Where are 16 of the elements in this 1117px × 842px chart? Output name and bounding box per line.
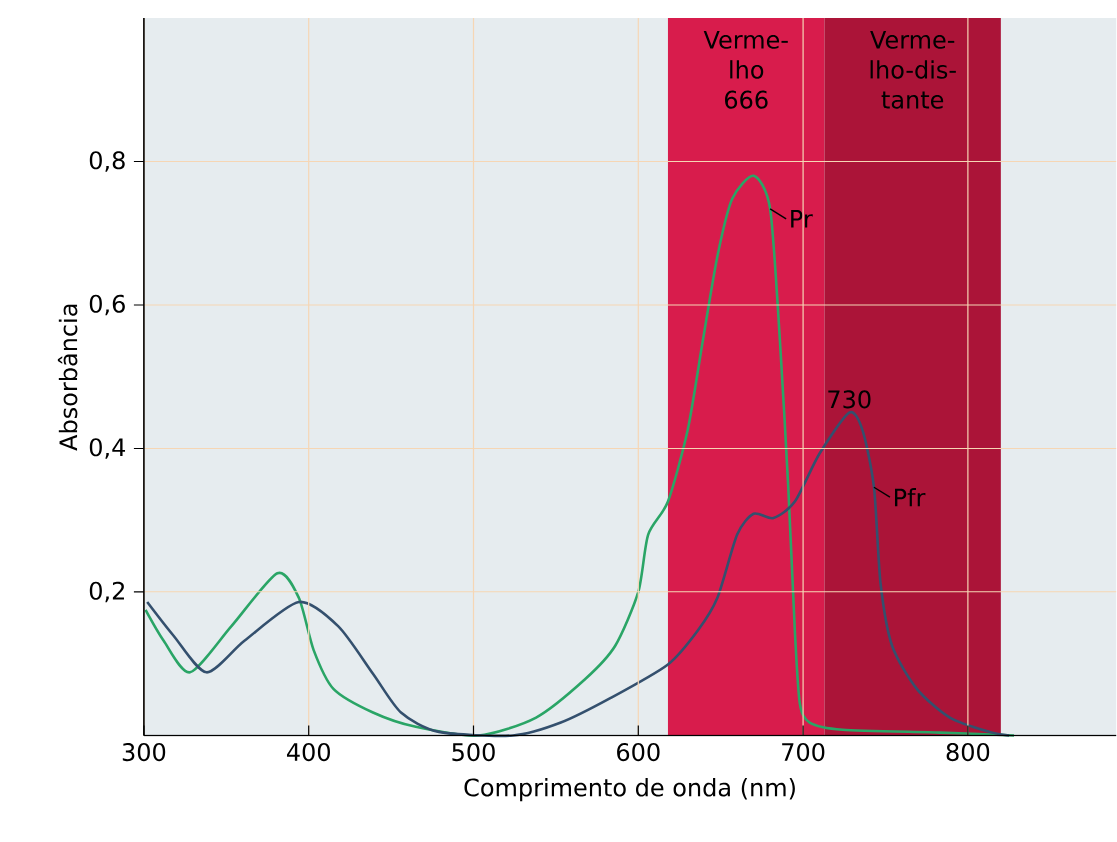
x-tick-label: 800 [946,742,990,761]
y-tick-label: 0,6 [89,294,125,316]
x-tick-label: 500 [452,742,495,761]
series-label: Pfr [895,487,926,507]
x-axis-title: Comprimento de onda (nm) [464,777,795,802]
x-tick-label: 600 [617,742,660,761]
x-tick-label: 400 [286,742,330,761]
x-tick-label: 700 [782,742,825,761]
y-tick-label: 0,2 [89,581,124,603]
band-label: Verme- lho-dis- tante [870,30,956,109]
y-axis-title: Absorbância [57,304,78,451]
annotation: 730 [828,390,871,409]
y-tick-label: 0,4 [89,437,126,459]
x-tick-label: 300 [122,742,166,761]
y-tick-label: 0,8 [89,150,125,172]
band-label: Verme- lho 666 [703,30,788,109]
